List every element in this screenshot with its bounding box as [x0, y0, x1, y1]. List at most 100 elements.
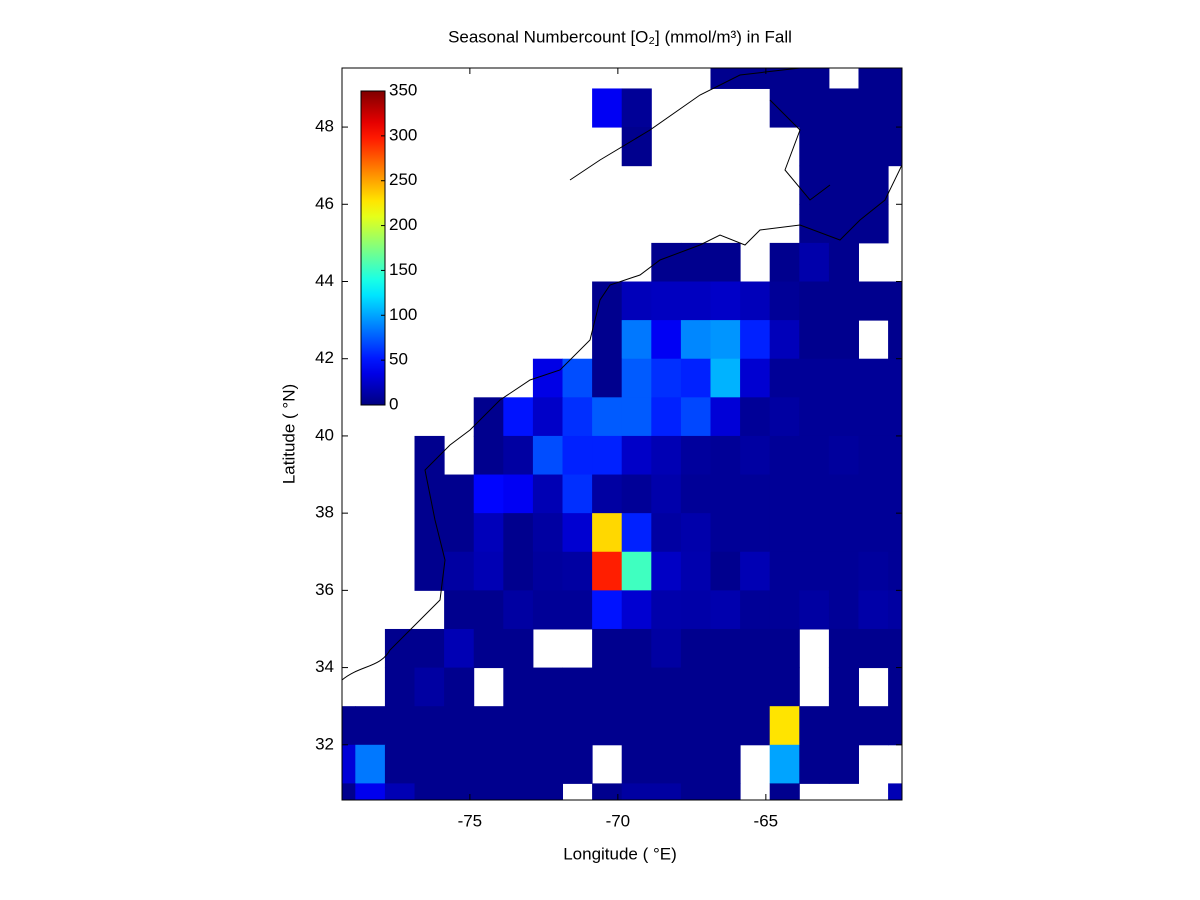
- heat-cell: [562, 590, 593, 630]
- heat-cell: [473, 590, 504, 630]
- heat-cell: [384, 783, 416, 800]
- heat-cell: [710, 358, 741, 398]
- heat-cell: [414, 706, 445, 746]
- heat-cell: [621, 397, 652, 437]
- heat-cell: [710, 320, 741, 360]
- heat-cell: [503, 551, 534, 591]
- heat-cell: [828, 706, 859, 746]
- heat-cell: [651, 281, 682, 321]
- heat-cell: [769, 667, 800, 707]
- heat-cell: [384, 744, 416, 784]
- y-tick-label: 44: [315, 271, 334, 290]
- colorbar-tick-label: 50: [389, 350, 408, 369]
- heat-cell: [503, 783, 534, 800]
- heat-cell: [828, 397, 859, 437]
- heat-cell: [740, 358, 771, 398]
- heat-cell: [503, 628, 534, 669]
- heat-cell: [858, 435, 889, 476]
- heat-cell: [888, 320, 902, 360]
- heat-cell: [592, 358, 623, 398]
- heat-cell: [769, 744, 800, 784]
- heat-cell: [532, 435, 564, 476]
- heat-cell: [342, 783, 356, 800]
- heat-cell: [651, 435, 682, 476]
- heat-cell: [680, 590, 711, 630]
- y-tick-label: 34: [315, 657, 334, 676]
- heat-cell: [888, 667, 902, 707]
- heat-cell: [710, 628, 741, 669]
- heat-cell: [651, 551, 682, 591]
- heat-cell: [621, 551, 652, 591]
- heat-cell: [532, 474, 564, 514]
- coastline: [342, 68, 902, 681]
- heat-cell: [769, 783, 800, 800]
- heat-cell: [532, 590, 564, 630]
- heat-cell: [621, 358, 652, 398]
- heat-cell: [740, 667, 771, 707]
- y-tick-label: 32: [315, 734, 334, 753]
- heat-cell: [828, 88, 859, 128]
- heat-cell: [769, 281, 800, 321]
- heat-cell: [503, 590, 534, 630]
- heat-cell: [651, 397, 682, 437]
- heat-cell: [532, 358, 564, 398]
- heat-cell: [651, 783, 682, 800]
- colorbar-tick-label: 150: [389, 260, 417, 279]
- heat-cell: [769, 628, 800, 669]
- heat-cell: [710, 551, 741, 591]
- heat-cell: [858, 590, 889, 630]
- heat-cell: [740, 397, 771, 437]
- heat-cell: [799, 590, 830, 630]
- heat-cell: [799, 242, 830, 282]
- heat-cell: [710, 744, 741, 784]
- heat-cell: [651, 358, 682, 398]
- heat-cell: [710, 706, 741, 746]
- heat-cell: [473, 706, 504, 746]
- heat-cell: [740, 68, 771, 89]
- heat-cell: [592, 551, 623, 591]
- heat-cell: [592, 474, 623, 514]
- heat-cell: [473, 513, 504, 553]
- heat-cell: [414, 551, 445, 591]
- heat-cell: [799, 474, 830, 514]
- heat-cell: [769, 320, 800, 360]
- heat-cell: [828, 551, 859, 591]
- heat-cell: [621, 281, 652, 321]
- heat-cell: [651, 474, 682, 514]
- heat-cell: [858, 628, 889, 669]
- colorbar-tick-label: 100: [389, 305, 417, 324]
- heat-cell: [828, 127, 859, 167]
- heat-cell: [769, 88, 800, 128]
- heat-cell: [592, 281, 623, 321]
- heat-cell: [799, 744, 830, 784]
- heat-cell: [621, 628, 652, 669]
- heat-cell: [858, 513, 889, 553]
- x-tick-label: -70: [606, 811, 631, 830]
- colorbar-tick-label: 350: [389, 80, 417, 99]
- heat-cell: [799, 706, 830, 746]
- heatmap: [342, 68, 902, 800]
- heat-cell: [444, 590, 475, 630]
- heat-cell: [888, 88, 902, 128]
- heat-cell: [592, 706, 623, 746]
- heat-cell: [592, 590, 623, 630]
- heat-cell: [592, 320, 623, 360]
- heat-cell: [680, 242, 711, 282]
- heat-cell: [858, 551, 889, 591]
- heat-cell: [651, 667, 682, 707]
- heat-cell: [888, 551, 902, 591]
- heat-cell: [680, 744, 711, 784]
- heat-cell: [828, 242, 859, 282]
- heat-cell: [444, 551, 475, 591]
- heat-cell: [621, 783, 652, 800]
- heat-cell: [888, 783, 902, 800]
- heat-cell: [592, 435, 623, 476]
- plot-frame: [341, 67, 903, 801]
- heat-cell: [473, 474, 504, 514]
- heat-cell: [740, 474, 771, 514]
- heat-cell: [888, 127, 902, 167]
- heat-cell: [621, 435, 652, 476]
- heat-cell: [592, 88, 623, 128]
- heat-cell: [858, 88, 889, 128]
- heat-cell: [769, 474, 800, 514]
